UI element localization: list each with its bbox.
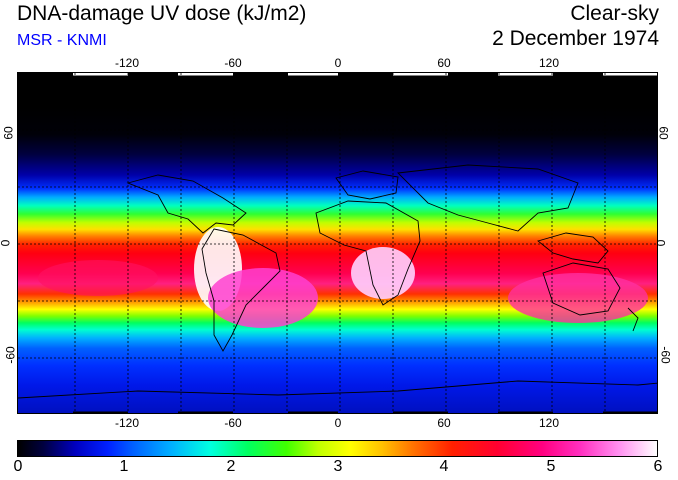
colorbar-label: 4 [439,458,449,475]
colorbar-label: 2 [226,458,236,475]
lon-tick-top: -120 [114,56,140,70]
lon-tick-bottom: -120 [114,416,140,430]
colorbar-label: 6 [653,458,663,475]
lon-tick-bottom: 60 [437,416,451,430]
colorbar-label: 0 [13,458,23,475]
lon-tick-top: 60 [437,56,451,70]
coast-new-zealand [627,307,639,332]
lon-tick-top: 0 [334,56,342,70]
coast-south-america [201,228,281,352]
colorbar-label: 3 [333,458,343,475]
graticule [18,73,657,413]
lat-tick-left: 60 [1,126,16,140]
map-title: DNA-damage UV dose (kJ/m2) [17,2,307,25]
lat-tick-left: 0 [0,240,12,247]
coast-indonesia [537,232,609,264]
coast-australia [542,262,621,316]
credit-label: MSR - KNMI [17,32,107,49]
hotspot-australia [508,273,648,323]
lon-tick-bottom: 0 [334,416,342,430]
hotspot-south-america-east [208,268,318,328]
lat-tick-right: 60 [656,126,671,140]
uv-dose-map [17,72,658,414]
sky-condition-label: Clear-sky [570,2,659,25]
coast-europe [335,170,399,200]
dose-hotspots [38,227,648,328]
coast-north-america [126,174,247,234]
lon-tick-bottom: -60 [224,416,242,430]
lon-tick-top: 120 [538,56,560,70]
date-label: 2 December 1974 [492,27,659,50]
hotspot-southern-africa [351,247,415,299]
colorbar-label: 1 [119,458,129,475]
lat-tick-left: -60 [3,346,18,364]
coast-asia [397,164,579,232]
coast-antarctica [18,380,657,399]
lon-tick-bottom: 120 [538,416,560,430]
lon-tick-top: -60 [224,56,242,70]
map-overlay [18,73,657,413]
hotspot-pacific [38,260,158,296]
lat-tick-right: -60 [658,346,673,364]
coastlines [18,164,657,399]
colorbar [17,440,658,457]
coast-africa [315,200,421,306]
colorbar-label: 5 [546,458,556,475]
